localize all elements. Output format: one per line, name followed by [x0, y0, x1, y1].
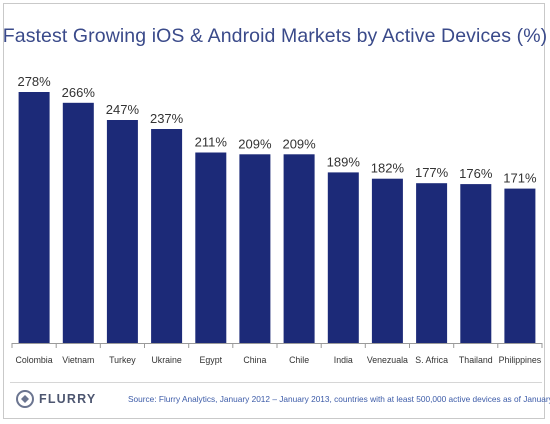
bar [283, 154, 315, 343]
x-tick-label: India [334, 355, 353, 365]
chart-title: Fastest Growing iOS & Android Markets by… [2, 25, 548, 47]
flurry-logo: FLURRY [16, 390, 96, 408]
bar [239, 154, 271, 343]
source-note: Source: Flurry Analytics, January 2012 –… [128, 394, 550, 404]
x-tick-label: Thailand [459, 355, 493, 365]
data-label: 176% [459, 166, 493, 181]
footer-divider [10, 382, 542, 383]
data-label: 211% [195, 135, 228, 150]
x-tick-label: Philippines [499, 355, 542, 365]
x-tick-label: Colombia [16, 355, 53, 365]
x-tick-label: China [243, 355, 266, 365]
bar [195, 152, 227, 343]
x-tick-label: Egypt [200, 355, 223, 365]
data-label: 177% [415, 165, 449, 180]
bar [151, 129, 183, 343]
x-tick-label: Turkey [109, 355, 136, 365]
x-tick-label: Vietnam [62, 355, 94, 365]
data-label: 266% [62, 85, 96, 100]
data-label: 189% [327, 154, 361, 169]
bar [460, 184, 492, 343]
logo-text: FLURRY [39, 392, 97, 406]
bar [106, 120, 138, 343]
bar [327, 172, 359, 343]
x-tick-label: Ukraine [151, 355, 181, 365]
bar [18, 92, 50, 343]
x-tick-label: S. Africa [415, 355, 448, 365]
data-label: 209% [282, 136, 316, 151]
data-label: 247% [106, 102, 140, 117]
data-label: 278% [17, 74, 51, 89]
x-tick-label: Venezuala [367, 355, 408, 365]
x-tick-label: Chile [289, 355, 309, 365]
bar [371, 178, 403, 343]
data-label: 182% [371, 161, 405, 176]
bar [504, 188, 536, 343]
data-label: 171% [503, 171, 537, 186]
data-label: 237% [150, 111, 184, 126]
bar [62, 102, 94, 343]
flurry-logo-icon [16, 390, 34, 408]
data-label: 209% [238, 136, 272, 151]
bar [416, 183, 448, 343]
